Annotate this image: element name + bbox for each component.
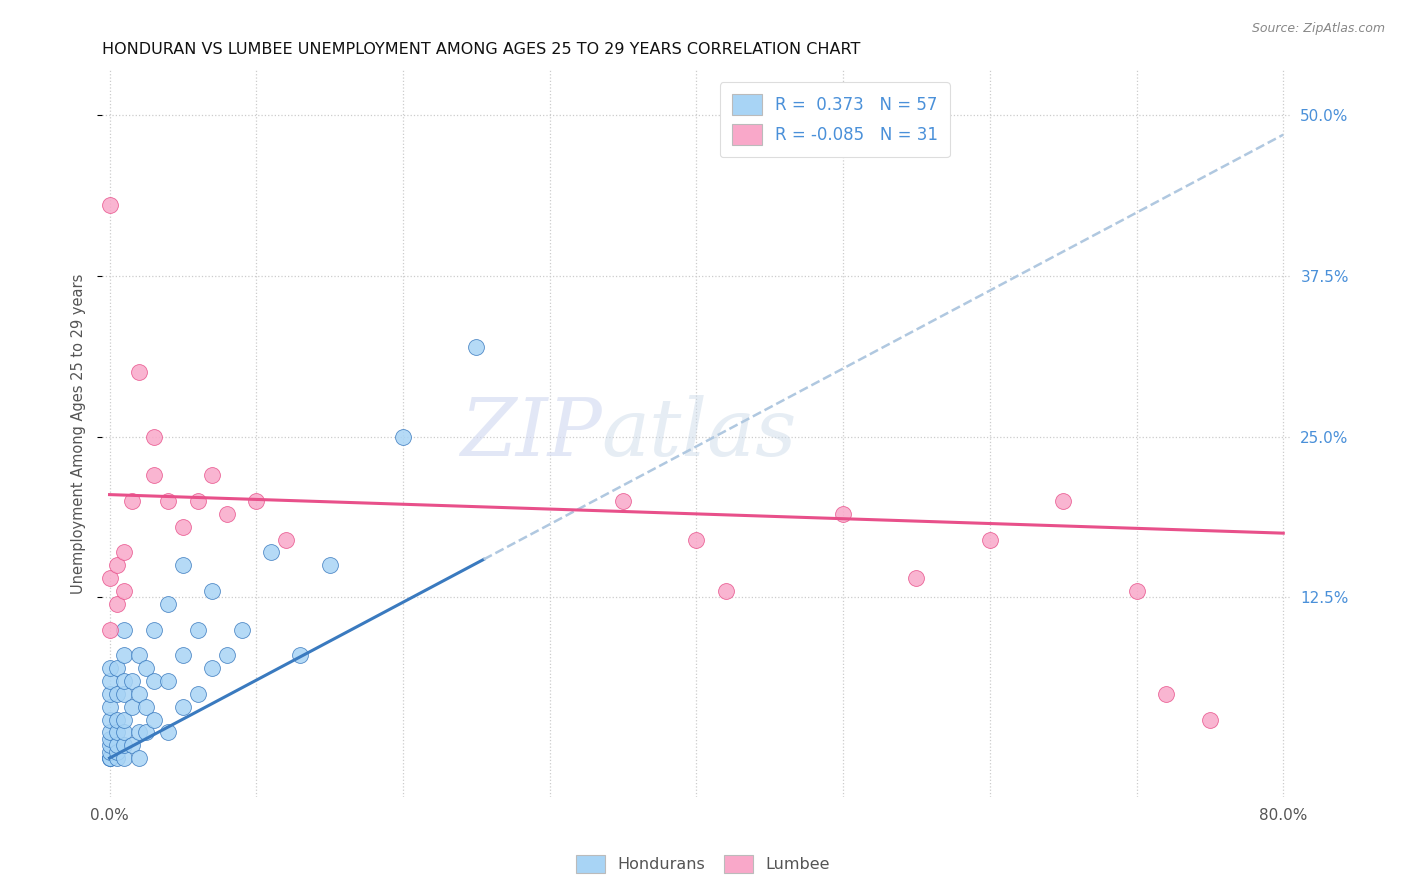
Point [832,507,855,521]
Point [274,533,297,547]
Text: HONDURAN VS LUMBEE UNEMPLOYMENT AMONG AGES 25 TO 29 YEARS CORRELATION CHART: HONDURAN VS LUMBEE UNEMPLOYMENT AMONG AG… [103,42,860,57]
Point [172,699,194,714]
Point [98,673,121,688]
Point [714,584,737,599]
Point [98,738,121,752]
Point [187,494,209,508]
Point [612,494,634,508]
Legend: Hondurans, Lumbee: Hondurans, Lumbee [569,848,837,880]
Point [98,623,121,637]
Point [105,597,128,611]
Point [201,661,224,675]
Point [905,571,928,585]
Point [112,687,135,701]
Point [157,673,180,688]
Point [98,687,121,701]
Point [157,494,180,508]
Point [187,623,209,637]
Point [121,699,143,714]
Text: atlas: atlas [602,395,797,472]
Point [105,751,128,765]
Point [231,623,253,637]
Text: Source: ZipAtlas.com: Source: ZipAtlas.com [1251,22,1385,36]
Point [142,673,165,688]
Point [98,751,121,765]
Point [215,507,238,521]
Point [105,687,128,701]
Point [1154,687,1177,701]
Point [98,745,121,759]
Point [128,751,150,765]
Y-axis label: Unemployment Among Ages 25 to 29 years: Unemployment Among Ages 25 to 29 years [72,273,86,594]
Point [121,494,143,508]
Point [98,699,121,714]
Point [1125,584,1147,599]
Point [142,713,165,727]
Point [142,430,165,444]
Point [135,725,157,739]
Text: ZIP: ZIP [460,395,602,472]
Point [105,713,128,727]
Point [112,751,135,765]
Point [201,468,224,483]
Point [392,430,415,444]
Point [128,725,150,739]
Point [465,340,488,354]
Point [121,673,143,688]
Point [121,738,143,752]
Point [135,699,157,714]
Point [187,687,209,701]
Point [290,648,312,663]
Point [685,533,707,547]
Point [98,713,121,727]
Point [112,738,135,752]
Point [98,725,121,739]
Point [245,494,267,508]
Point [142,468,165,483]
Point [105,558,128,573]
Point [172,558,194,573]
Point [98,661,121,675]
Point [98,731,121,746]
Point [112,545,135,559]
Point [172,520,194,534]
Point [105,725,128,739]
Point [112,584,135,599]
Point [98,571,121,585]
Point [98,198,121,212]
Point [105,745,128,759]
Point [112,648,135,663]
Point [215,648,238,663]
Point [318,558,340,573]
Point [135,661,157,675]
Point [112,725,135,739]
Point [1199,713,1222,727]
Point [157,597,180,611]
Point [98,751,121,765]
Point [98,751,121,765]
Point [157,725,180,739]
Point [105,738,128,752]
Point [128,648,150,663]
Point [112,713,135,727]
Point [112,623,135,637]
Point [112,673,135,688]
Legend: R =  0.373   N = 57, R = -0.085   N = 31: R = 0.373 N = 57, R = -0.085 N = 31 [720,82,949,157]
Point [105,661,128,675]
Point [172,648,194,663]
Point [1052,494,1074,508]
Point [128,687,150,701]
Point [201,584,224,599]
Point [979,533,1001,547]
Point [142,623,165,637]
Point [128,366,150,380]
Point [260,545,283,559]
